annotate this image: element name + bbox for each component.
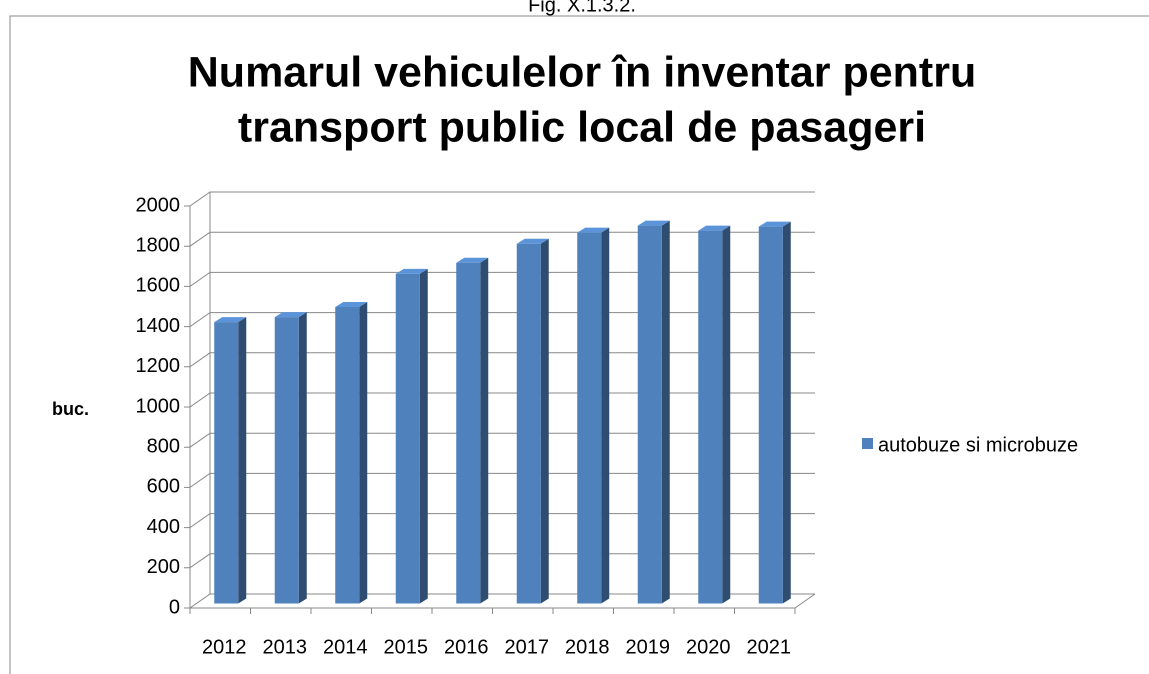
y-axis-label: buc. <box>52 399 89 419</box>
bar-side <box>480 257 489 604</box>
chart-title: transport public local de pasageri <box>238 103 926 151</box>
bar-side <box>540 238 549 604</box>
bar-front <box>637 225 662 604</box>
bar-top <box>456 257 489 263</box>
x-tick-label: 2017 <box>505 636 550 658</box>
chart-title: Numarul vehiculelor în inventar pentru <box>188 48 977 96</box>
bar <box>637 220 670 604</box>
bar-top <box>274 312 307 318</box>
bar-side <box>419 268 428 604</box>
bar-top <box>335 302 368 308</box>
x-tick-label: 2014 <box>323 636 368 658</box>
bar <box>758 221 791 604</box>
bar-top <box>698 225 731 231</box>
chart-border <box>9 15 1149 674</box>
bar-front <box>456 262 481 604</box>
bar <box>698 225 731 604</box>
legend-label: autobuze si microbuze <box>878 434 1078 456</box>
x-tick-label: 2018 <box>565 636 610 658</box>
y-tick-label: 1800 <box>136 234 181 256</box>
bar-front <box>395 273 420 604</box>
grid-line <box>184 271 815 287</box>
grid-line <box>184 352 815 368</box>
bar-side <box>722 225 731 604</box>
y-tick-label: 600 <box>147 476 180 498</box>
bar-front <box>214 322 239 604</box>
bar <box>214 317 247 604</box>
bar-front <box>577 232 602 604</box>
bar-side <box>238 317 247 604</box>
bar <box>395 268 428 604</box>
bar-front <box>698 230 723 604</box>
bar-top <box>516 238 549 244</box>
bar-top <box>214 317 247 323</box>
y-tick-label: 0 <box>169 596 180 618</box>
bar-top <box>395 268 428 274</box>
bar-front <box>516 243 541 604</box>
figure-label: Fig. X.1.3.2. <box>528 0 636 16</box>
bar-side <box>782 221 791 604</box>
bar-top <box>577 227 610 233</box>
y-tick-label: 400 <box>147 516 180 538</box>
grid-line <box>184 312 815 328</box>
bar <box>516 238 549 604</box>
y-tick-label: 1400 <box>136 315 181 337</box>
x-tick-label: 2016 <box>444 636 489 658</box>
grid-line <box>184 593 815 609</box>
grid-line <box>184 231 815 247</box>
y-tick-label: 2000 <box>136 194 181 216</box>
grid-line <box>184 553 815 569</box>
bar-top <box>637 220 670 226</box>
y-tick-label: 800 <box>147 435 180 457</box>
bar-front <box>274 317 299 604</box>
y-tick-label: 1200 <box>136 355 181 377</box>
y-tick-label: 1000 <box>136 395 181 417</box>
bar <box>577 227 610 604</box>
x-tick-label: 2013 <box>263 636 308 658</box>
bar-top <box>758 221 791 227</box>
grid-line <box>184 392 815 408</box>
x-tick-label: 2021 <box>747 636 792 658</box>
bar <box>456 257 489 604</box>
legend-swatch <box>862 438 873 449</box>
y-tick-label: 1600 <box>136 275 181 297</box>
x-tick-label: 2019 <box>626 636 671 658</box>
grid-line <box>184 472 815 488</box>
bar <box>274 312 307 604</box>
bar-side <box>661 220 670 604</box>
bar-front <box>335 307 360 604</box>
grid-line <box>184 513 815 529</box>
x-tick-label: 2012 <box>202 636 247 658</box>
x-tick-label: 2020 <box>686 636 731 658</box>
bar-side <box>298 312 307 604</box>
x-tick-label: 2015 <box>384 636 429 658</box>
bar-front <box>758 226 783 604</box>
grid-line <box>184 191 815 207</box>
grid-line <box>184 432 815 448</box>
y-tick-label: 200 <box>147 556 180 578</box>
bar-side <box>359 302 368 604</box>
bar <box>335 302 368 604</box>
bar-side <box>601 227 610 604</box>
